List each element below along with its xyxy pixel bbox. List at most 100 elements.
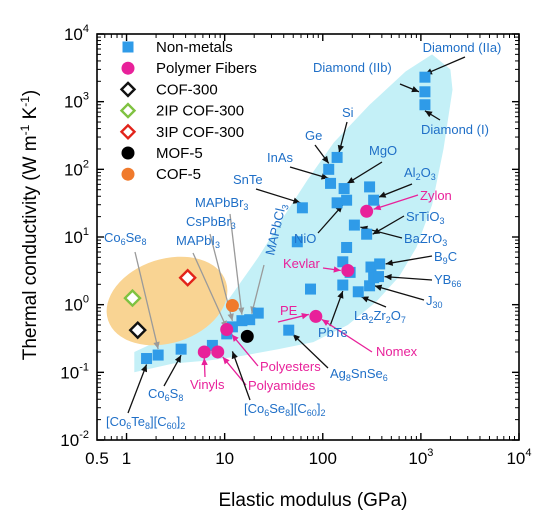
annotation-arrow — [321, 318, 373, 353]
annotation-arrowhead — [153, 341, 160, 350]
y-tick-label-exp: -1 — [79, 361, 89, 373]
legend-label-cof-5: COF-5 — [156, 166, 201, 183]
annotation-text: Polyesters — [260, 359, 321, 374]
annotation-label: MAPbI3 — [176, 233, 220, 250]
x-tick-label-base: 100 — [309, 449, 337, 468]
data-points — [123, 71, 431, 365]
annotation-text: B — [434, 249, 443, 264]
annotation-arrow — [192, 252, 228, 329]
annotation-arrow — [127, 364, 148, 414]
annotation-subscript: 3 — [442, 238, 447, 248]
annotation-text: ][C — [150, 414, 167, 429]
annotation-label: La2Zr2O7 — [354, 308, 406, 325]
annotation-label: PE — [280, 303, 298, 318]
point-non-metals — [206, 339, 218, 351]
y-axis-title-part: ) — [20, 90, 41, 96]
x-tick-label-base: 1 — [122, 449, 131, 468]
annotation-subscript: 3 — [439, 216, 444, 226]
point-non-metals — [419, 99, 431, 111]
annotation-text: Nomex — [376, 344, 418, 359]
y-tick-label: 104 — [64, 23, 89, 44]
annotation-text: ] — [177, 414, 181, 429]
annotation-text: MAPbI — [176, 233, 215, 248]
annotation-text: PbTe — [318, 325, 348, 340]
annotation-text: MgO — [369, 143, 397, 158]
annotation-text: J — [426, 293, 433, 308]
point-non-metals — [331, 197, 343, 209]
annotation-text: Diamond (IIb) — [313, 60, 392, 75]
point-non-metals — [296, 202, 308, 214]
annotation-label: Vinyls — [190, 377, 225, 392]
point-non-metals — [325, 177, 337, 189]
annotation-label: Ge — [305, 128, 322, 143]
annotation-text: ] — [317, 401, 321, 416]
point-non-metals — [419, 86, 431, 98]
annotation-subscript: 2 — [416, 172, 421, 182]
point-non-metals — [152, 349, 164, 361]
annotation-text: InAs — [267, 150, 294, 165]
annotation-text: Co — [148, 386, 165, 401]
point-non-metals — [364, 280, 376, 292]
x-tick-label-base: 0.5 — [85, 449, 109, 468]
annotation-label: Co6Se8 — [104, 230, 147, 247]
y-tick-label-base: 10 — [64, 160, 83, 179]
y-tick-label-exp: -2 — [79, 429, 89, 441]
y-tick-label-base: 10 — [64, 93, 83, 112]
point-non-metals — [236, 315, 248, 327]
y-axis-title-part: Thermal conductivity (W m — [20, 135, 41, 360]
annotation-arrow — [229, 213, 243, 315]
legend-label-cof-300: COF-300 — [156, 81, 218, 98]
annotation-text: Zr — [373, 308, 386, 323]
x-tick-label: 100 — [309, 449, 337, 468]
annotation-subscript: 6 — [121, 237, 126, 247]
y-tick-label-base: 10 — [64, 296, 83, 315]
x-tick-label: 104 — [506, 447, 531, 468]
annotation-label: YB66 — [434, 272, 461, 289]
annotation-subscript: 8 — [142, 237, 147, 247]
annotation-arrowhead — [201, 357, 208, 366]
y-tick-label-base: 10 — [64, 228, 83, 247]
annotation-text: CsPbBr — [186, 214, 231, 229]
annotation-text: Co — [104, 230, 121, 245]
legend-marker-non-metals — [122, 41, 134, 53]
annotation-arrowhead — [378, 191, 387, 198]
y-axis-title-part: K — [20, 106, 41, 124]
annotation-text: Se — [269, 401, 285, 416]
point-polymer-fibers — [360, 204, 374, 218]
annotation-arrowhead — [231, 351, 238, 360]
y-tick-label-base: 10 — [60, 431, 79, 450]
point-non-metals — [374, 258, 386, 270]
annotation-label: [Co6Se8][C60]2 — [244, 401, 325, 418]
annotation-arrowhead — [301, 312, 309, 320]
legend-label-mof-5: MOF-5 — [156, 145, 203, 162]
annotation-arrow — [384, 275, 433, 281]
legend-label-2ip-cof-300: 2IP COF-300 — [156, 103, 244, 120]
legend-marker-mof-5 — [121, 146, 135, 160]
annotation-label: Polyamides — [248, 378, 316, 393]
annotation-arrow — [255, 188, 301, 204]
point-non-metals — [419, 71, 431, 83]
y-tick-label: 100 — [64, 294, 89, 315]
annotation-text: [Co — [244, 401, 264, 416]
point-3ip-cof-300 — [178, 268, 197, 287]
point-cof-300 — [128, 320, 147, 340]
annotation-text: MAPbBr — [195, 195, 244, 210]
annotation-text: PE — [280, 303, 298, 318]
y-axis-title-group: Thermal conductivity (W m-1 K-1) — [18, 90, 41, 361]
point-non-metals — [291, 236, 303, 248]
point-non-metals — [373, 271, 385, 283]
annotation-text: C — [448, 249, 457, 264]
annotation-text: ][C — [290, 401, 307, 416]
legend-marker-3ip-cof-300 — [119, 123, 137, 140]
y-tick-label-base: 10 — [60, 363, 79, 382]
annotation-text: YB — [434, 272, 451, 287]
annotation-text: Kevlar — [283, 256, 321, 271]
annotation-label: MgO — [369, 143, 397, 158]
point-non-metals — [341, 241, 353, 253]
annotation-subscript: 8 — [285, 408, 290, 418]
annotation-text: Se — [126, 230, 142, 245]
annotation-label: J30 — [426, 293, 443, 310]
annotation-subscript: 8 — [178, 393, 183, 403]
annotation-text: La — [354, 308, 369, 323]
annotation-arrowhead — [231, 334, 239, 342]
